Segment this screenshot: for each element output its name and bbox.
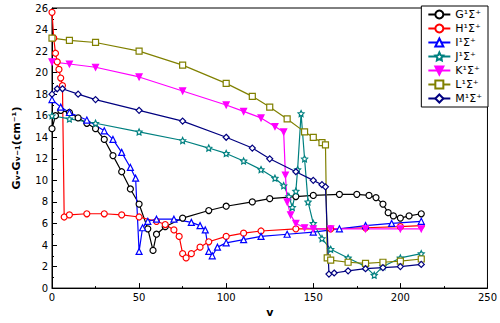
svg-text:G¹Σ⁺: G¹Σ⁺: [455, 8, 481, 21]
svg-text:J¹Σ⁺: J¹Σ⁺: [454, 50, 476, 63]
svg-text:14: 14: [35, 132, 48, 143]
svg-text:18: 18: [35, 89, 48, 100]
svg-text:250: 250: [478, 292, 497, 303]
svg-text:50: 50: [133, 292, 146, 303]
svg-text:4: 4: [42, 240, 48, 251]
svg-text:6: 6: [42, 218, 48, 229]
svg-text:H¹Σ⁺: H¹Σ⁺: [455, 22, 481, 35]
svg-text:22: 22: [35, 46, 48, 57]
svg-text:200: 200: [391, 292, 410, 303]
svg-text:100: 100: [217, 292, 236, 303]
svg-text:150: 150: [304, 292, 323, 303]
svg-text:12: 12: [35, 153, 48, 164]
svg-text:L¹Σ⁺: L¹Σ⁺: [455, 78, 478, 91]
svg-text:0: 0: [49, 292, 55, 303]
svg-text:2: 2: [42, 261, 48, 272]
svg-text:K¹Σ⁺: K¹Σ⁺: [455, 64, 480, 77]
svg-text:24: 24: [35, 24, 48, 35]
svg-text:v: v: [266, 306, 274, 319]
svg-text:8: 8: [42, 196, 48, 207]
svg-text:M¹Σ⁺: M¹Σ⁺: [455, 92, 482, 105]
svg-text:26: 26: [35, 3, 48, 14]
svg-text:10: 10: [35, 175, 48, 186]
svg-text:I¹Σ⁺: I¹Σ⁺: [455, 36, 476, 49]
svg-text:20: 20: [35, 67, 48, 78]
svg-text:16: 16: [35, 110, 48, 121]
svg-text:Gᵥ-Gᵥ₋₁(cm⁻¹): Gᵥ-Gᵥ₋₁(cm⁻¹): [10, 107, 23, 190]
svg-text:0: 0: [42, 283, 48, 294]
